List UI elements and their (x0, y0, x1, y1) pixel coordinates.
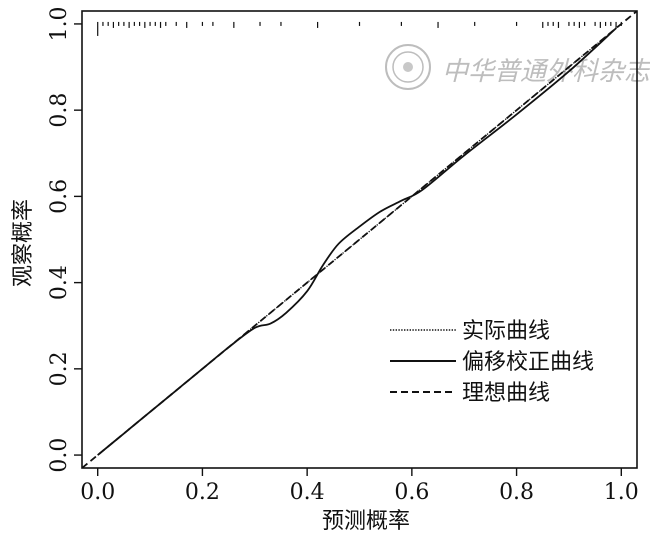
watermark-text: 中华普通外科杂志 (442, 57, 650, 87)
legend-label-actual: 实际曲线 (462, 319, 550, 344)
y-axis-label: 观察概率 (11, 199, 36, 287)
y-tick-label: 0.6 (47, 179, 72, 214)
legend-label-bias-corrected: 偏移校正曲线 (462, 350, 594, 375)
y-tick-label: 0.8 (47, 93, 72, 128)
x-tick-label: 0.4 (290, 480, 325, 505)
watermark-seal-icon (385, 44, 431, 90)
y-tick-label: 1.0 (47, 6, 72, 41)
plot-area: 0.0 0.2 0.4 0.6 0.8 1.0 0.0 0.2 0.4 0.6 0.8 1.0 (47, 6, 639, 505)
y-tick-label: 0.2 (47, 351, 72, 386)
series-ideal-line (82, 11, 637, 468)
y-tick-label: 0.0 (47, 438, 72, 473)
x-tick-label: 0.8 (499, 480, 534, 505)
legend-label-ideal: 理想曲线 (462, 381, 550, 406)
x-axis-label: 预测概率 (322, 509, 410, 534)
watermark: 中华普通外科杂志 (385, 44, 650, 90)
y-tick-label: 0.4 (47, 265, 72, 300)
x-tick-label: 0.0 (80, 480, 115, 505)
x-tick-label: 0.2 (185, 480, 220, 505)
plot-frame (81, 10, 638, 469)
x-tick-label: 1.0 (604, 480, 639, 505)
legend: 实际曲线 偏移校正曲线 理想曲线 (390, 319, 594, 406)
x-tick-label: 0.6 (394, 480, 429, 505)
